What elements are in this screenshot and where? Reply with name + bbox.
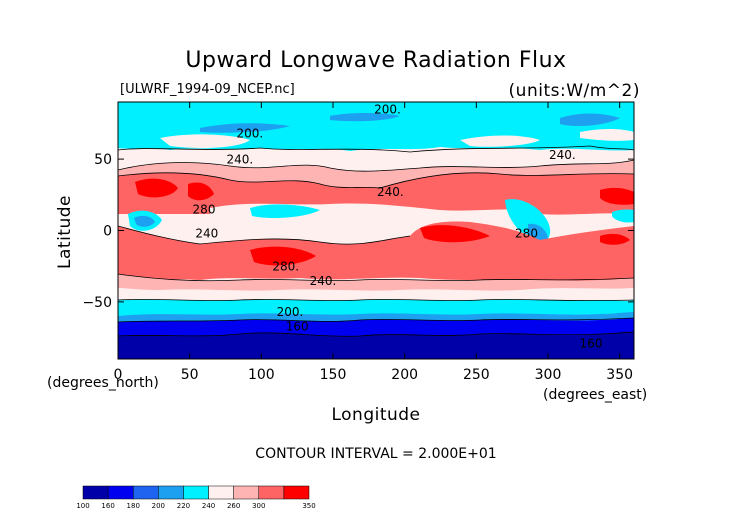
contour-label: 240. [377, 185, 404, 199]
colorbar-swatch [82, 485, 109, 500]
contour-label: 160 [580, 337, 603, 351]
y-tick-label: 50 [94, 152, 112, 168]
x-tick-label: 0 [114, 367, 123, 383]
x-tick-label: 150 [320, 367, 347, 383]
equatorial-blue [134, 215, 155, 227]
x-axis-ticks: 0 50 100 150 200 250 300 350 [114, 102, 633, 383]
units-label: (units:W/m^2) [509, 81, 640, 101]
y-unit-label: (degrees_north) [47, 375, 159, 391]
arctic-blob [200, 123, 290, 133]
contour-label: 240 [195, 227, 218, 241]
colorbar-tick-label: 200 [152, 502, 165, 510]
contour-label: 280. [272, 259, 299, 273]
band-south-pink [118, 274, 634, 291]
band-south-navy [118, 331, 634, 359]
colorbar-swatch [183, 485, 209, 500]
hot-spot [600, 187, 634, 205]
north-light-patch [460, 135, 540, 147]
colorbar-tick-label: 260 [227, 502, 240, 510]
y-axis-ticks: −50 0 50 [82, 152, 634, 311]
colorbar-swatch [132, 485, 159, 500]
x-tick-label: 350 [606, 367, 633, 383]
north-light-patch [580, 129, 634, 141]
colorbar-tick-label: 240 [202, 502, 215, 510]
y-axis-label: Latitude [55, 195, 75, 269]
colorbar-tick-label: 300 [252, 502, 265, 510]
contour-lines [118, 145, 634, 337]
x-tick-label: 250 [463, 367, 490, 383]
x-unit-label: (degrees_east) [543, 387, 647, 403]
hot-spot [135, 178, 178, 198]
x-axis-label: Longitude [331, 405, 420, 425]
hot-spot [600, 233, 630, 245]
y-tick-label: 0 [103, 224, 112, 240]
north-light-patch [160, 134, 250, 148]
y-tick-label: −50 [82, 295, 112, 311]
colorbar-swatch [258, 485, 285, 500]
colorbar-tick-label: 220 [177, 502, 190, 510]
contour-label: 280 [515, 227, 538, 241]
contour-label: 240. [310, 274, 337, 288]
colorbar-tick-label: 350 [302, 502, 315, 510]
colorbar-swatch [107, 485, 134, 500]
contour-labels: 200. 200. 240. 240. 240. 280 240 280 280. 240. 200… [193, 102, 603, 350]
colorbar: 100 160 180 200 220 240 260 300 350 [76, 485, 316, 510]
x-tick-label: 300 [535, 367, 562, 383]
hot-spot [250, 246, 316, 266]
colorbar-tick-label: 100 [76, 502, 89, 510]
hot-spot [188, 182, 214, 201]
arctic-blob [330, 113, 400, 122]
arctic-blob [560, 113, 620, 126]
hot-spot [420, 225, 490, 243]
contour-label: 200. [237, 127, 264, 141]
contour-label: 280 [193, 202, 216, 216]
colorbar-swatch [233, 485, 260, 500]
contour-label: 240. [549, 148, 576, 162]
contour-label: 200. [277, 305, 304, 319]
equatorial-cyan [250, 204, 320, 218]
contour-label: 200. [374, 102, 401, 116]
contour-interval-note: CONTOUR INTERVAL = 2.000E+01 [255, 446, 496, 462]
dataset-label: [ULWRF_1994-09_NCEP.nc] [120, 82, 295, 97]
colorbar-swatch [283, 485, 310, 500]
colorbar-swatch [158, 485, 184, 500]
plot-area: 200. 200. 240. 240. 240. 280 240 280 280. 240. 200… [118, 102, 634, 359]
band-south-red [118, 221, 634, 284]
x-tick-label: 50 [181, 367, 199, 383]
contour-label: 160 [286, 319, 309, 333]
contour-label: 240. [226, 152, 253, 166]
x-tick-label: 200 [391, 367, 418, 383]
colorbar-swatch [208, 485, 234, 500]
chart-title: Upward Longwave Radiation Flux [185, 48, 566, 73]
colorbar-tick-label: 160 [101, 502, 114, 510]
colorbar-tick-label: 180 [127, 502, 140, 510]
equatorial-cyan [612, 209, 634, 223]
x-tick-label: 100 [248, 367, 275, 383]
